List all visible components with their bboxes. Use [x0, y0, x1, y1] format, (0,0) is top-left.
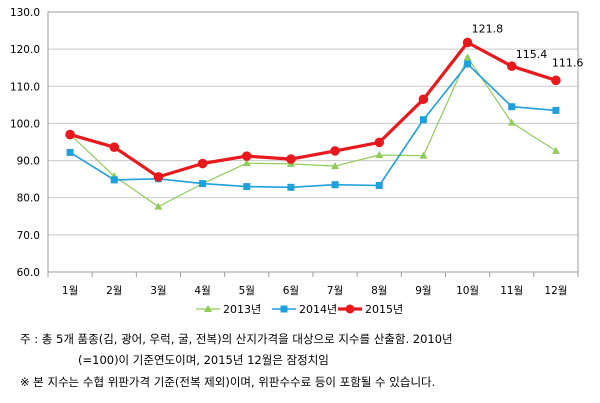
x-tick-label: 11월 [500, 285, 523, 297]
legend-label-2013년: 2013년 [223, 303, 261, 316]
x-tick-label: 12월 [544, 285, 567, 297]
data-point-2013년-3월 [154, 202, 163, 210]
y-tick-label: 120.0 [10, 44, 40, 56]
data-point-2013년-11월 [507, 118, 516, 126]
data-point-2014년-1월 [66, 148, 74, 156]
x-tick-label: 10월 [456, 285, 479, 297]
x-tick-label: 1월 [62, 285, 78, 297]
data-point-2015년-9월 [418, 94, 429, 105]
data-point-2013년-5월 [242, 159, 251, 167]
data-point-2015년-11월 [506, 61, 517, 72]
y-tick-label: 110.0 [10, 81, 40, 93]
line-chart: 60.0 70.0 80.0 90.0 100.0 110.0 120.0 130.0 1월 2월… [10, 7, 584, 316]
data-point-2015년-2월 [109, 142, 120, 152]
x-tick-label: 6월 [283, 285, 299, 297]
y-tick-label: 70.0 [17, 230, 40, 242]
legend-label-2014년: 2014년 [299, 303, 337, 316]
data-point-2014년-9월 [419, 116, 427, 124]
data-label-12월: 111.6 [552, 56, 584, 69]
y-tick-label: 90.0 [17, 156, 40, 168]
data-point-2013년-9월 [419, 151, 428, 159]
series-line-2013년 [69, 56, 557, 208]
data-point-2015년-12월 [551, 75, 561, 86]
data-point-2015년-6월 [286, 154, 296, 164]
data-point-2014년-12월 [552, 106, 560, 114]
x-tick-label: 4월 [194, 285, 210, 297]
data-point-2015년-5월 [241, 151, 252, 161]
x-tick-label: 2월 [106, 285, 122, 297]
data-point-2014년-8월 [375, 181, 383, 189]
legend-marker-2013년 [204, 305, 212, 312]
x-tick-label: 8월 [371, 285, 387, 297]
data-point-2015년-7월 [330, 146, 340, 156]
data-point-2015년-8월 [374, 137, 385, 148]
data-point-2014년-5월 [243, 183, 251, 191]
data-point-2013년-12월 [551, 146, 560, 154]
data-point-2014년-11월 [508, 103, 516, 111]
data-point-2015년-10월 [462, 37, 473, 48]
data-label-10월: 121.8 [472, 22, 504, 35]
footnote-line-1: 주 : 총 5개 품종(김, 광어, 우럭, 굴, 전복)의 산지가격을 대상으… [20, 332, 453, 346]
data-point-2014년-2월 [110, 176, 118, 184]
x-tick-label: 7월 [327, 285, 343, 297]
data-point-2013년-10월 [463, 53, 472, 61]
series-line-2015년 [69, 40, 557, 179]
data-point-2014년-4월 [199, 180, 207, 188]
data-point-2014년-6월 [287, 183, 295, 191]
data-label-11월: 115.4 [516, 48, 548, 61]
footnote-line-3: ※ 본 지수는 수협 위판가격 기준(전복 제외)이며, 위판수수료 등이 포함… [20, 375, 436, 389]
legend-label-2015년: 2015년 [365, 303, 403, 316]
data-point-2014년-10월 [464, 60, 472, 68]
footnote-line-2: (=100)이 기준연도이며, 2015년 12월은 잠정치임 [78, 353, 329, 367]
series-line-2014년 [69, 63, 556, 189]
data-point-2015년-1월 [65, 129, 75, 140]
data-point-2013년-7월 [331, 162, 340, 170]
legend-marker-2015년 [345, 304, 355, 314]
legend-marker-2014년 [280, 305, 288, 313]
y-tick-label: 100.0 [10, 118, 40, 130]
x-tick-label: 5월 [239, 285, 255, 297]
y-tick-label: 60.0 [17, 267, 40, 279]
x-tick-label: 3월 [150, 285, 166, 297]
plot-frame [47, 11, 579, 273]
x-tick-label: 9월 [415, 285, 431, 297]
y-tick-label: 130.0 [10, 7, 40, 19]
y-tick-label: 80.0 [17, 193, 40, 205]
data-point-2013년-8월 [375, 151, 384, 158]
data-point-2015년-4월 [197, 158, 208, 169]
data-point-2014년-7월 [331, 181, 339, 189]
data-point-2015년-3월 [153, 172, 164, 182]
